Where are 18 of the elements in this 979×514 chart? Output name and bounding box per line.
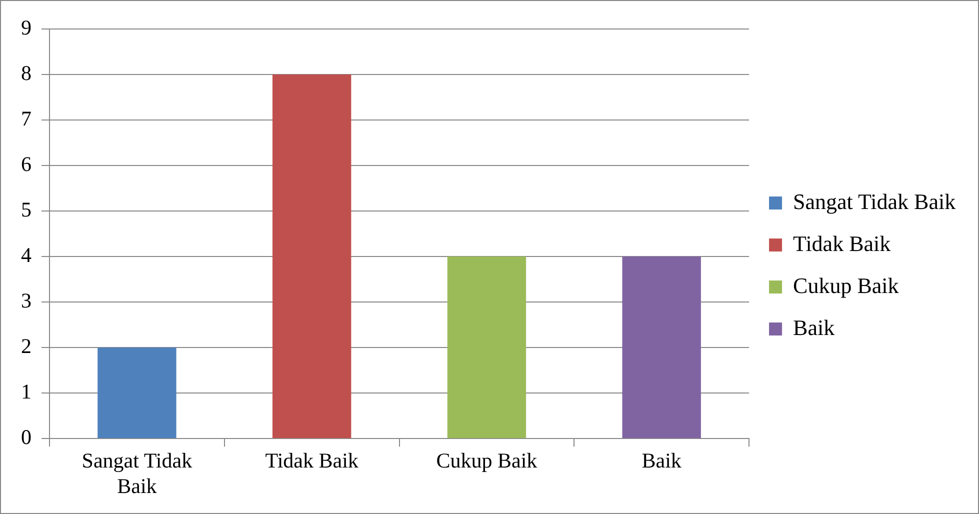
y-tick-label: 0 — [21, 425, 32, 450]
legend-label: Tidak Baik — [793, 230, 891, 256]
legend-label: Cukup Baik — [793, 272, 899, 298]
x-tick-label: Baik — [642, 448, 682, 473]
x-tick-label: Cukup Baik — [436, 448, 538, 473]
y-tick-label: 2 — [21, 334, 32, 358]
y-tick-label: 7 — [21, 106, 32, 131]
y-tick-label: 3 — [21, 288, 32, 313]
y-tick-label: 9 — [21, 16, 32, 40]
y-tick-label: 4 — [21, 243, 32, 268]
x-tick-label: Sangat Tidak Baik — [82, 448, 193, 498]
y-tick-label: 5 — [21, 198, 32, 222]
y-tick-label: 8 — [21, 61, 32, 86]
y-tick-label: 6 — [21, 152, 32, 176]
x-tick-label: Tidak Baik — [265, 448, 359, 473]
y-tick-label: 1 — [21, 380, 32, 404]
legend-label: Baik — [793, 314, 835, 340]
legend-label: Sangat Tidak Baik — [793, 188, 956, 214]
